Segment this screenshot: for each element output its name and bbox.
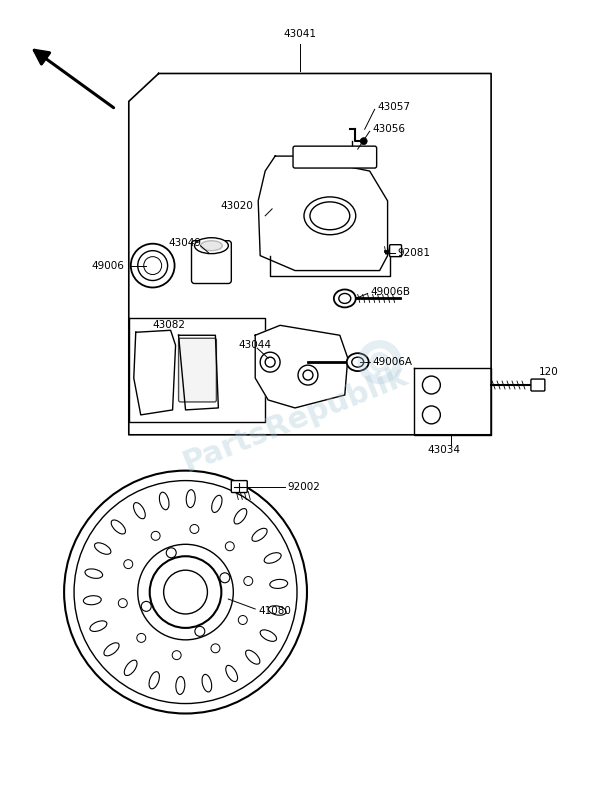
Text: 43056: 43056: [373, 124, 406, 134]
Circle shape: [118, 599, 127, 608]
Circle shape: [195, 626, 205, 637]
Polygon shape: [179, 335, 218, 410]
Ellipse shape: [347, 353, 368, 371]
Text: 43082: 43082: [152, 320, 185, 330]
Text: 49006A: 49006A: [373, 357, 413, 367]
Ellipse shape: [264, 553, 281, 564]
Ellipse shape: [194, 238, 229, 254]
Ellipse shape: [144, 257, 161, 275]
Text: 43057: 43057: [377, 102, 410, 112]
FancyBboxPatch shape: [531, 379, 545, 391]
Text: 120: 120: [539, 367, 559, 377]
Text: 43041: 43041: [284, 28, 317, 38]
Text: 43049: 43049: [169, 238, 202, 248]
Ellipse shape: [160, 492, 169, 509]
Ellipse shape: [90, 621, 107, 631]
FancyBboxPatch shape: [191, 241, 232, 283]
FancyBboxPatch shape: [232, 480, 247, 492]
Ellipse shape: [95, 542, 111, 554]
Ellipse shape: [111, 520, 125, 534]
Text: 41080: 41080: [258, 606, 291, 616]
Circle shape: [211, 644, 220, 653]
Ellipse shape: [212, 495, 222, 513]
Ellipse shape: [83, 596, 101, 604]
Circle shape: [124, 560, 133, 568]
Ellipse shape: [252, 528, 267, 542]
Circle shape: [343, 152, 349, 157]
Ellipse shape: [176, 677, 185, 695]
Ellipse shape: [104, 643, 119, 655]
Circle shape: [166, 548, 176, 558]
Ellipse shape: [268, 606, 286, 615]
Ellipse shape: [131, 243, 175, 287]
Text: 43020: 43020: [220, 201, 253, 211]
FancyBboxPatch shape: [179, 338, 217, 402]
Ellipse shape: [149, 672, 160, 688]
Polygon shape: [134, 330, 176, 415]
Circle shape: [151, 531, 160, 540]
Circle shape: [427, 380, 436, 390]
Circle shape: [238, 615, 247, 625]
Ellipse shape: [352, 357, 364, 367]
Text: 49006: 49006: [91, 261, 124, 271]
Text: 92081: 92081: [398, 247, 431, 257]
Ellipse shape: [138, 250, 167, 280]
Circle shape: [141, 601, 151, 612]
Ellipse shape: [200, 241, 223, 250]
Circle shape: [427, 410, 436, 420]
Circle shape: [220, 573, 230, 582]
Circle shape: [360, 137, 367, 144]
Ellipse shape: [260, 630, 277, 641]
Text: 92002: 92002: [287, 481, 320, 491]
Circle shape: [172, 651, 181, 659]
FancyBboxPatch shape: [293, 146, 377, 168]
Circle shape: [137, 633, 146, 642]
Ellipse shape: [134, 502, 145, 519]
Circle shape: [244, 576, 253, 586]
Ellipse shape: [202, 674, 212, 692]
Text: PartsRepublik: PartsRepublik: [178, 361, 412, 478]
Ellipse shape: [310, 202, 350, 230]
Ellipse shape: [334, 290, 356, 308]
Ellipse shape: [339, 294, 351, 304]
Ellipse shape: [304, 197, 356, 235]
Text: 49006B: 49006B: [371, 287, 410, 298]
Circle shape: [226, 542, 234, 551]
Circle shape: [190, 524, 199, 534]
Ellipse shape: [186, 490, 195, 508]
Polygon shape: [258, 156, 388, 271]
Text: 43034: 43034: [427, 445, 460, 455]
FancyBboxPatch shape: [389, 245, 401, 257]
Ellipse shape: [124, 660, 137, 676]
Ellipse shape: [85, 569, 103, 579]
Ellipse shape: [226, 666, 238, 681]
Ellipse shape: [270, 579, 287, 589]
Polygon shape: [255, 325, 348, 408]
Ellipse shape: [234, 509, 247, 524]
Text: 43044: 43044: [238, 340, 271, 350]
Ellipse shape: [245, 650, 260, 664]
